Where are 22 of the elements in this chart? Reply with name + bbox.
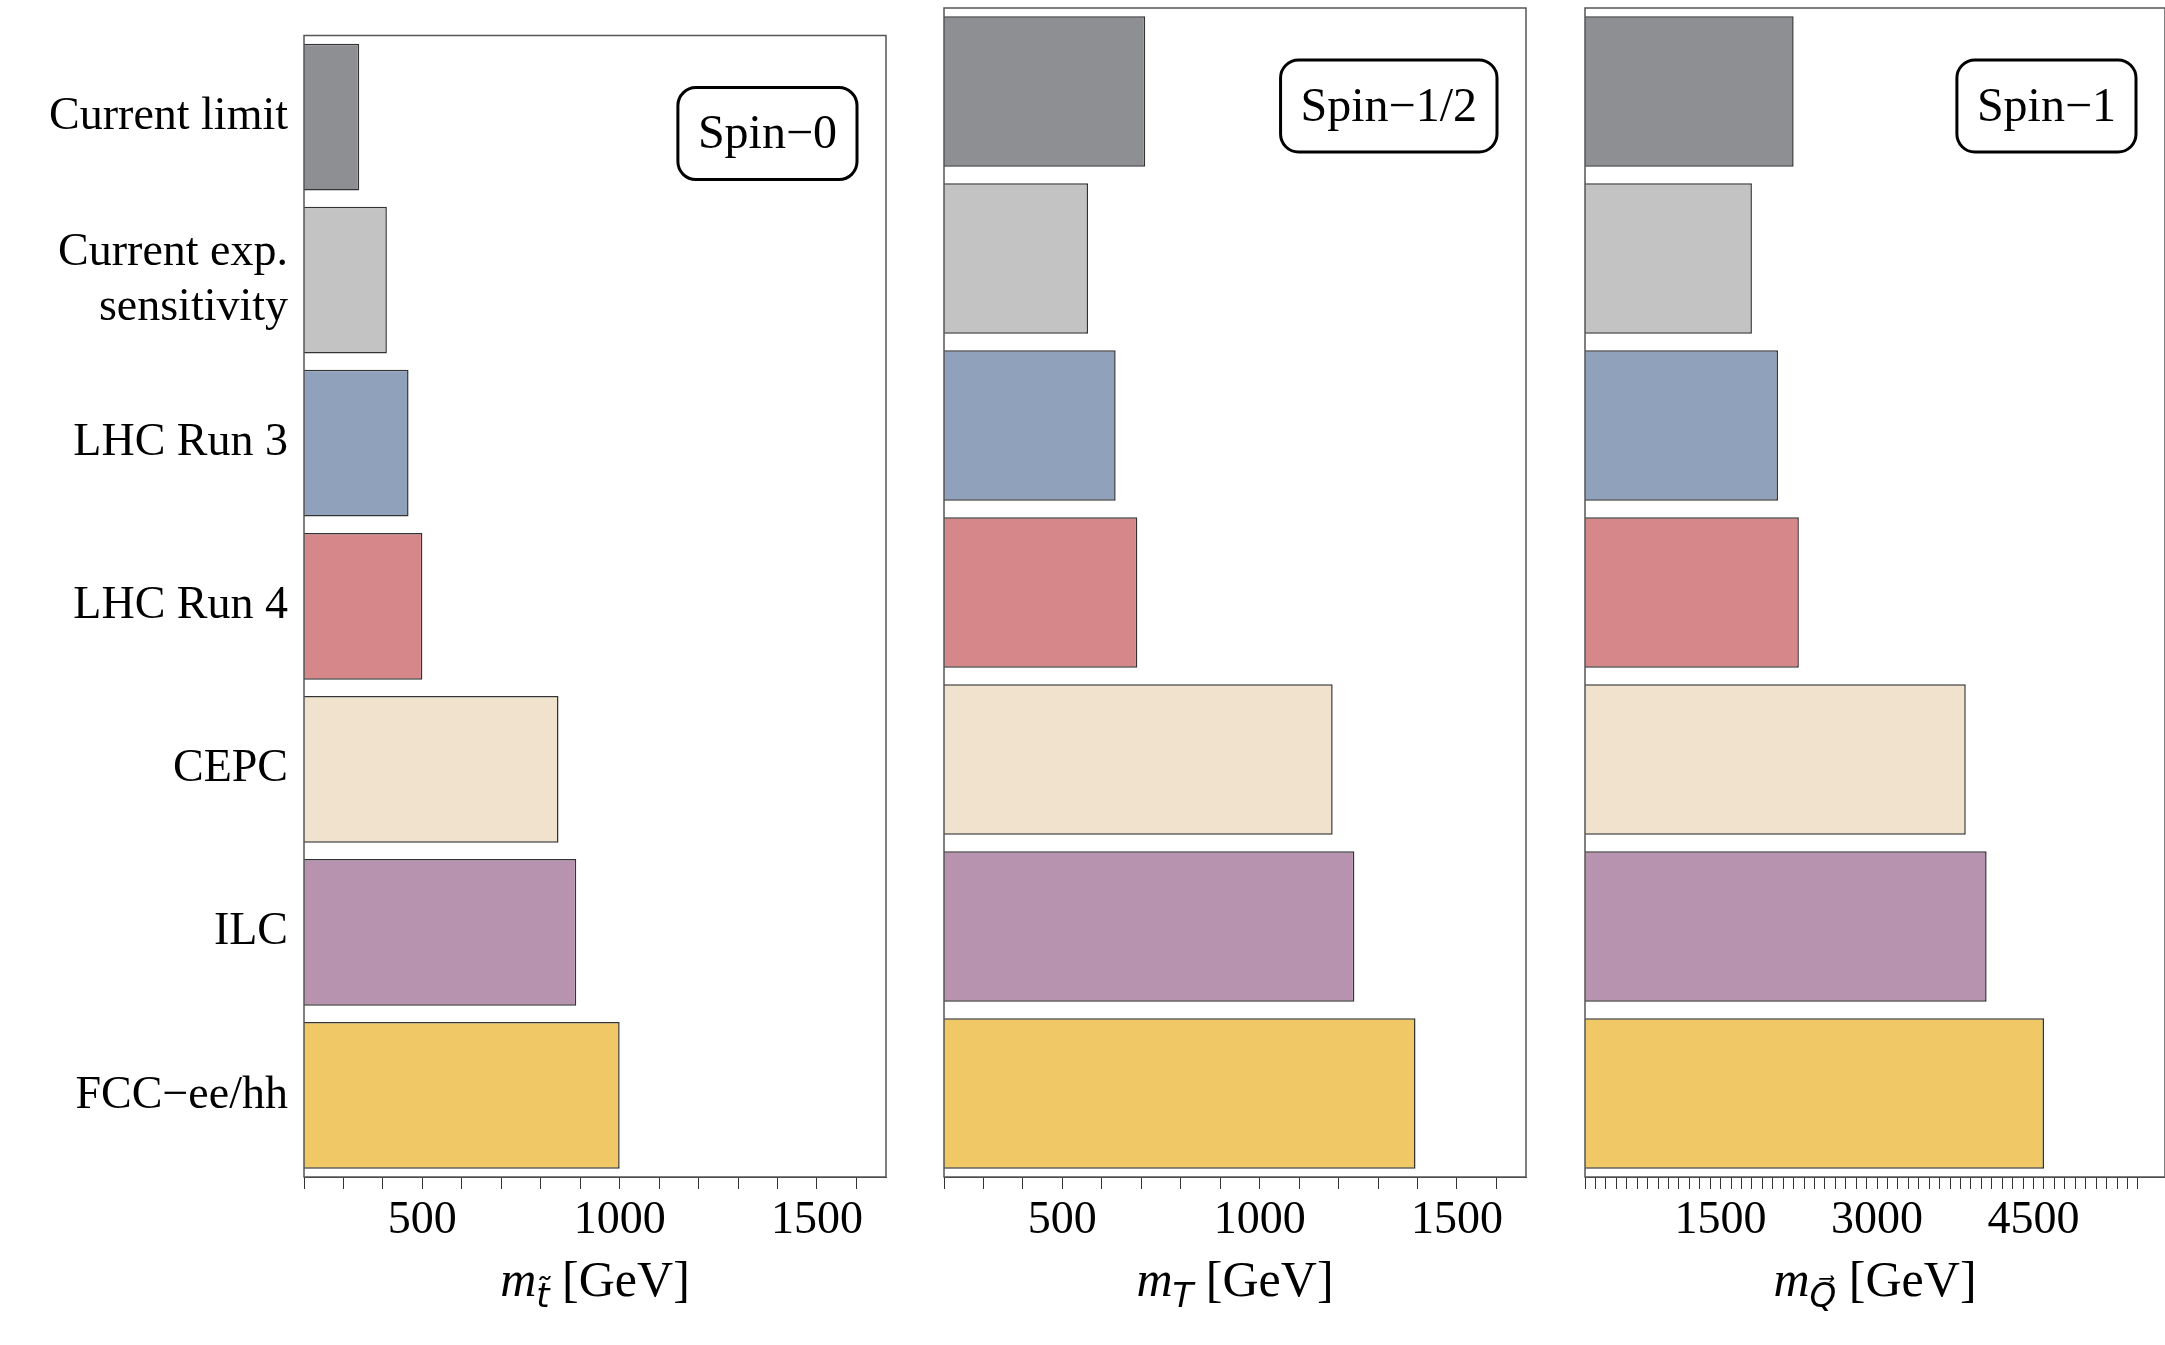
x-axis-title: m$_{t̃}$ [GeV] — [499, 1250, 691, 1315]
x-tick-label: 1500 — [770, 1191, 863, 1243]
y-tick-label: ILC — [213, 903, 288, 955]
x-tick-label: 1000 — [573, 1191, 666, 1243]
y-tick-label: CEPC — [172, 740, 288, 792]
x-tick-label: 1000 — [1213, 1191, 1306, 1243]
y-tick-label: Current limit — [49, 88, 289, 140]
annotation: Spin−1/2 — [1300, 77, 1477, 131]
x-tick-label: 3000 — [1831, 1191, 1924, 1243]
x-axis-title: m$_{Q⃗}$ [GeV] — [1772, 1250, 1978, 1315]
y-tick-label: LHC Run 4 — [73, 577, 288, 629]
y-tick-label: FCC−ee/hh — [75, 1066, 288, 1118]
y-tick-label: Current exp. sensitivity — [58, 223, 288, 330]
y-tick-label: LHC Run 3 — [73, 414, 288, 466]
x-tick-label: 4500 — [1987, 1191, 2080, 1243]
annotation: Spin−0 — [697, 105, 837, 159]
annotation: Spin−1 — [1976, 77, 2116, 131]
x-tick-label: 500 — [1027, 1191, 1097, 1243]
x-tick-label: 1500 — [1674, 1191, 1767, 1243]
x-axis-title: m$_{T}$ [GeV] — [1135, 1250, 1335, 1315]
x-tick-label: 500 — [387, 1191, 457, 1243]
x-tick-label: 1500 — [1410, 1191, 1503, 1243]
